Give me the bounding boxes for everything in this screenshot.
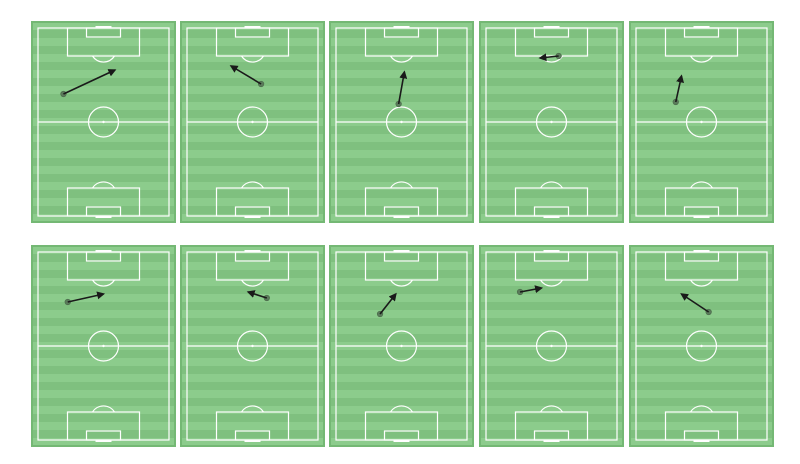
pass-arrow <box>519 285 544 294</box>
centre-spot <box>102 344 105 348</box>
goal-bottom <box>95 440 112 442</box>
penalty-arc-top <box>91 55 116 63</box>
centre-circle <box>385 330 418 362</box>
centre-spot <box>251 120 254 124</box>
centre-circle <box>685 330 718 362</box>
centre-spot <box>102 120 105 124</box>
pass-arrow <box>67 291 106 303</box>
goal-bottom <box>693 216 710 218</box>
penalty-arc-bottom <box>539 405 564 413</box>
goal-top <box>393 250 410 252</box>
goal-bottom <box>244 440 261 442</box>
centre-circle <box>87 330 120 362</box>
goal-top <box>543 26 560 28</box>
goal-top <box>244 250 261 252</box>
pitch-4 <box>479 21 624 223</box>
centre-circle <box>685 106 718 138</box>
centre-spot <box>550 120 553 124</box>
centre-spot <box>400 344 403 348</box>
penalty-arc-bottom <box>91 405 116 413</box>
goal-bottom <box>543 216 560 218</box>
pass-arrow <box>538 53 559 62</box>
penalty-arc-bottom <box>689 405 714 413</box>
penalty-arc-bottom <box>389 181 414 189</box>
pitch-2 <box>180 21 325 223</box>
pitch-5 <box>629 21 774 223</box>
goal-top <box>244 26 261 28</box>
pitch-9 <box>479 245 624 447</box>
pitch-1 <box>31 21 176 223</box>
pass-arrow <box>229 65 262 85</box>
centre-circle <box>236 106 269 138</box>
goal-top <box>543 250 560 252</box>
pass-arrow <box>674 74 685 103</box>
goal-top <box>393 26 410 28</box>
centre-spot <box>251 344 254 348</box>
penalty-arc-top <box>539 279 564 287</box>
penalty-arc-bottom <box>539 181 564 189</box>
goal-top <box>95 26 112 28</box>
penalty-arc-top <box>240 55 265 63</box>
goal-bottom <box>693 440 710 442</box>
centre-spot <box>700 344 703 348</box>
goal-top <box>693 250 710 252</box>
goal-top <box>95 250 112 252</box>
centre-circle <box>535 330 568 362</box>
pitch-10 <box>629 245 774 447</box>
pitch-7 <box>180 245 325 447</box>
centre-circle <box>385 106 418 138</box>
penalty-arc-top <box>240 279 265 287</box>
penalty-arc-bottom <box>689 181 714 189</box>
centre-circle <box>87 106 120 138</box>
penalty-arc-top <box>689 279 714 287</box>
pass-arrow <box>379 292 397 315</box>
goal-bottom <box>393 216 410 218</box>
centre-spot <box>550 344 553 348</box>
pass-arrow <box>63 69 117 95</box>
penalty-arc-top <box>389 279 414 287</box>
penalty-arc-bottom <box>389 405 414 413</box>
centre-spot <box>700 120 703 124</box>
penalty-arc-top <box>91 279 116 287</box>
pitch-6 <box>31 245 176 447</box>
penalty-arc-bottom <box>240 181 265 189</box>
pitch-3 <box>329 21 474 223</box>
centre-circle <box>535 106 568 138</box>
centre-circle <box>236 330 269 362</box>
penalty-arc-bottom <box>91 181 116 189</box>
goal-bottom <box>393 440 410 442</box>
pitch-8 <box>329 245 474 447</box>
pass-arrow <box>680 293 710 313</box>
penalty-arc-bottom <box>240 405 265 413</box>
penalty-arc-top <box>389 55 414 63</box>
penalty-arc-top <box>689 55 714 63</box>
goal-top <box>693 26 710 28</box>
pass-arrow <box>246 290 268 299</box>
centre-spot <box>400 120 403 124</box>
pass-arrow <box>397 70 408 105</box>
goal-bottom <box>95 216 112 218</box>
goal-bottom <box>543 440 560 442</box>
goal-bottom <box>244 216 261 218</box>
